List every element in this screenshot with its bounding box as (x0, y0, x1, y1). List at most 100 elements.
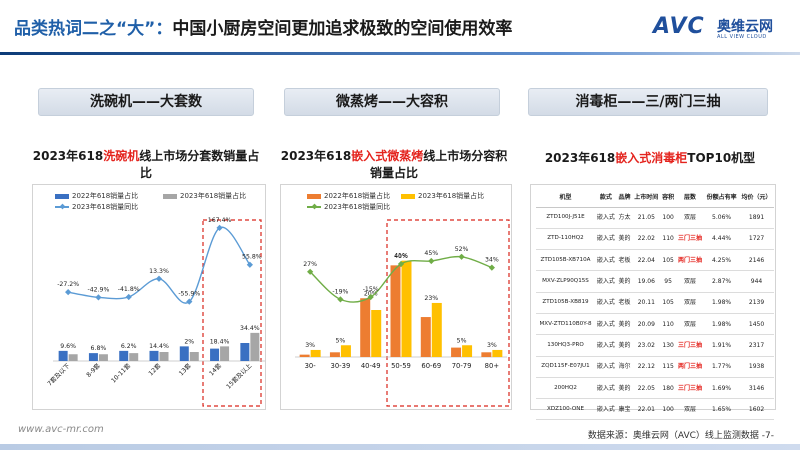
chart-title-sterilizer: 2023年618嵌入式消毒柜TOP10机型 (528, 150, 772, 167)
table-cell: 老板 (616, 292, 633, 314)
table-cell: ZTD100J-J51E (536, 207, 596, 229)
line-point (246, 261, 253, 268)
page-header: 品类热词二之“大”：中国小厨房空间更加追求极致的空间使用效率 AVC 奥维云网 … (0, 0, 800, 62)
legend-swatch (307, 193, 321, 199)
table-row: ZTD-110HQ2 嵌入式 美的 22.02 110 三门三抽 4.44% 1727 (536, 228, 774, 251)
title-highlight: 品类热词二之“大”： (14, 19, 173, 39)
bar-data-label: 18.4% (210, 338, 230, 345)
legend-label: 2022年618销量占比 (72, 192, 139, 200)
table-cell: 115 (660, 356, 676, 378)
table-row: ZTD105B-XB819 嵌入式 老板 20.11 105 双层 1.98% 2139 (536, 292, 774, 314)
table-cell: 5.06% (704, 207, 740, 229)
chart-title-post: 线上市场分套数销量占比 (139, 149, 260, 180)
table-cell: MXV-ZLP90Q15S (536, 270, 596, 293)
bar (240, 343, 250, 361)
table-cell: 嵌入式 (595, 292, 617, 314)
table-cell: 双层 (675, 270, 705, 293)
footer-url: www.avc-mr.com (18, 424, 104, 435)
table-cell: 1.69% (704, 377, 740, 400)
bar (310, 349, 321, 357)
line-point (428, 257, 435, 265)
line-data-label: 13.3% (149, 268, 169, 275)
table-cell: 双层 (675, 292, 705, 314)
bar (159, 352, 169, 361)
table-cell: 三门三抽 (675, 228, 705, 251)
table-header-cell: 层数 (675, 186, 705, 208)
logo-sub: ALL VIEW CLOUD (717, 34, 767, 40)
x-tick-label: 14套 (207, 362, 223, 378)
bar-data-label: 2% (184, 338, 194, 345)
table-header-cell: 份额占有率 (704, 186, 740, 208)
table-cell: ZTD105B-XB710A (536, 249, 596, 272)
table-cell: 嵌入式 (595, 356, 617, 378)
logo-cn: 奥维云网 (717, 19, 773, 35)
legend-swatch (401, 193, 415, 199)
chart-panel-steam-oven: 2022年618销量占比 2023年618销量占比 2023年618销量同比 3… (280, 184, 512, 410)
table-row: ZTD105B-XB710A 嵌入式 老板 22.04 105 两门三抽 4.25% 2146 (536, 249, 774, 272)
table-cell: 130 (660, 334, 676, 357)
table-cell: 1.91% (704, 334, 740, 357)
x-tick-label: 8-9套 (85, 362, 102, 379)
bar (149, 350, 159, 361)
bar (401, 260, 412, 357)
bar-data-label: 14.4% (149, 343, 169, 350)
bar (390, 265, 401, 357)
legend-swatch (55, 193, 69, 199)
table-cell: 双层 (675, 398, 705, 421)
legend-label: 2023年618销量同比 (72, 203, 139, 211)
table-row: 200HQ2 嵌入式 美的 22.05 180 三门三抽 1.69% 3146 (536, 377, 774, 400)
x-tick-label: 30- (305, 362, 317, 370)
table-cell: 康宝 (616, 398, 633, 421)
x-tick-label: 60-69 (421, 362, 441, 370)
bar (189, 352, 199, 361)
table-cell: 2139 (739, 292, 774, 314)
table-cell: 1602 (739, 398, 774, 421)
bar (340, 345, 351, 357)
line-data-label: 52% (455, 246, 469, 253)
legend-label: 2023年618销量同比 (324, 203, 391, 211)
header-divider (0, 52, 800, 55)
table-cell: 4.25% (704, 249, 740, 272)
bar (210, 348, 220, 361)
bar (299, 354, 310, 357)
table-cell: 105 (660, 292, 676, 314)
chart-title-red: 嵌入式消毒柜 (615, 151, 688, 165)
avc-logo: AVC 奥维云网 ALL VIEW CLOUD (653, 12, 778, 46)
table-cell: 1.65% (704, 398, 740, 421)
chart-title-post: 线上市场分容积销量占比 (369, 149, 508, 180)
table-cell: 130HQ3-PRO (536, 334, 596, 357)
line-data-label: 27% (303, 261, 317, 268)
table-cell: 22.12 (632, 356, 661, 378)
line-data-label: -55.9% (178, 291, 200, 298)
table-cell: 嵌入式 (595, 313, 617, 336)
table-cell: XDZ100-ONE (536, 398, 596, 421)
bar-data-label: 3% (305, 342, 315, 349)
bar (98, 354, 108, 361)
table-row: ZTD100J-J51E 嵌入式 方太 21.05 100 双层 5.06% 1891 (536, 207, 774, 229)
line-point (186, 298, 193, 305)
logo-mark: AVC (653, 14, 705, 39)
table-cell: 两门三抽 (675, 356, 705, 378)
table-cell: 海尔 (616, 356, 633, 378)
x-tick-label: 13套 (177, 362, 193, 378)
bar (129, 353, 139, 361)
chart-title-pre: 2023年618 (32, 149, 104, 163)
table-cell: 老板 (616, 249, 633, 272)
line-data-label: -27.2% (57, 281, 79, 288)
highlight-box (202, 219, 262, 407)
table-cell: 1450 (739, 313, 774, 336)
table-cell: 95 (660, 270, 676, 293)
table-cell: 双层 (675, 313, 705, 336)
bar (58, 350, 68, 361)
table-cell: 1891 (739, 207, 774, 229)
table-cell: 嵌入式 (595, 249, 617, 272)
section-sterilizer: 消毒柜——三/两门三抽 (528, 88, 768, 116)
x-tick-label: 70-79 (452, 362, 472, 370)
bar-data-label: 6.2% (121, 343, 137, 350)
bar (360, 298, 371, 357)
table-cell: 美的 (616, 334, 633, 357)
line-point (397, 260, 405, 268)
table-cell: 100 (660, 398, 676, 421)
table-header-cell: 均价（元） (739, 186, 774, 208)
legend-2022: 2022年618销量占比 (307, 191, 390, 201)
